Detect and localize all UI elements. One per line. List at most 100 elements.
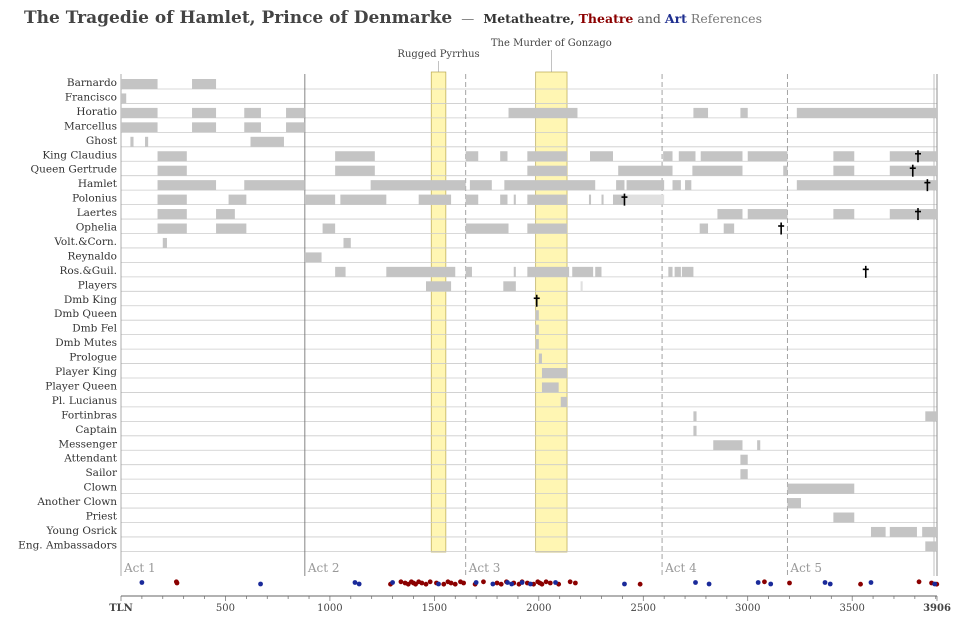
character-bar [527,223,568,234]
act-label: Act 1 [123,561,156,575]
art-reference-dot [932,581,938,587]
character-bar [616,180,625,191]
art-reference-dot [436,581,441,587]
theatre-reference-dot [398,579,404,585]
title-refs: References [690,11,762,26]
character-bar [121,122,158,133]
character-bar [535,339,539,350]
character-bar [527,165,568,176]
character-bar [747,209,788,220]
character-bar-light [580,281,583,292]
theatre-reference-dot [427,579,433,585]
title-dash: — [461,12,475,27]
character-bar [216,209,235,220]
theatre-reference-dot [543,579,549,585]
character-bar [681,266,694,277]
character-bar [244,107,261,118]
title-subtitle: Metatheatre, Theatre and Art References [483,11,762,26]
character-bar [787,498,801,509]
character-label: Marcellus [64,120,117,132]
death-dagger [914,208,921,221]
character-bar [244,122,261,133]
x-tick-label: 1000 [317,603,342,614]
character-bar [304,194,336,205]
x-tick-label: 2500 [631,603,656,614]
x-tick-label: 3500 [839,603,864,614]
theatre-reference-dot [567,579,573,585]
character-bar [693,411,697,422]
art-reference-dot [827,581,833,587]
character-bar [889,209,937,220]
character-bar [747,151,788,162]
character-bar [601,194,604,205]
art-reference-dot [473,580,479,585]
character-bar [572,266,594,277]
character-bar [538,353,542,364]
character-label: Volt.&Corn. [53,236,117,248]
character-bar [833,151,855,162]
art-reference-dot [519,580,525,585]
art-reference-dot [390,580,395,585]
character-bar [192,122,217,133]
x-tick-label: 500 [216,603,235,614]
character-bar [870,526,886,537]
x-axis: TLN 500 1000 1500 2000 2500 3000 3500 3906 [109,595,951,614]
character-bar [685,180,692,191]
act-label: Act 5 [789,561,822,575]
character-bar [612,194,625,205]
death-dagger [909,164,916,177]
character-bar [560,396,568,407]
character-bar [595,266,602,277]
death-dagger [621,193,628,206]
character-label: Players [78,279,117,291]
art-reference-dot [356,581,362,587]
character-label: Player King [55,366,117,378]
character-bar [527,266,570,277]
x-axis-label: TLN [109,603,133,614]
title-meta: Metatheatre, [483,11,575,26]
chart-title: The Tragedie of Hamlet, Prince of Denmar… [24,8,762,28]
character-bar [672,180,681,191]
character-bar [783,165,788,176]
character-bar [335,165,375,176]
character-bar [244,180,305,191]
character-bar [626,180,665,191]
death-dagger [533,294,540,307]
character-bar [465,223,509,234]
character-bar [465,194,479,205]
character-label: Another Clown [36,496,117,508]
art-reference-dot [622,581,627,587]
character-label: Polonius [72,193,117,205]
art-reference-dot [258,581,263,587]
character-bar [925,411,937,422]
character-bar [541,368,568,378]
character-label: Player Queen [45,380,117,392]
character-label: Eng. Ambassadors [18,539,117,551]
character-bar [833,512,855,523]
character-bar [723,223,735,234]
character-label: Ros.&Guil. [59,265,117,277]
character-bar [922,526,937,537]
character-bar [663,151,673,162]
character-bar [692,165,743,176]
art-reference-dot [553,580,558,585]
character-bar [740,469,748,480]
theatre-reference-dot [452,581,458,587]
act-label: Act 2 [307,561,340,575]
theatre-reference-dot [787,580,792,586]
title-main: The Tragedie of Hamlet, Prince of Denmar… [24,8,453,28]
character-bar [833,209,855,220]
reference-layer [139,579,940,587]
act-label: Act 4 [664,561,697,575]
title-and: and [637,11,661,26]
character-bar [386,266,456,277]
highlight-band [535,71,568,553]
art-reference-dot [528,581,533,587]
act-label: Act 3 [468,561,501,575]
act-divider-layer: Act 1 Act 2 Act 3 Act 4 Act 5 [120,74,938,576]
theatre-reference-dot [547,580,553,586]
x-axis-max-label: 3906 [923,603,951,614]
theatre-reference-dot [539,581,545,587]
character-bar [500,151,508,162]
